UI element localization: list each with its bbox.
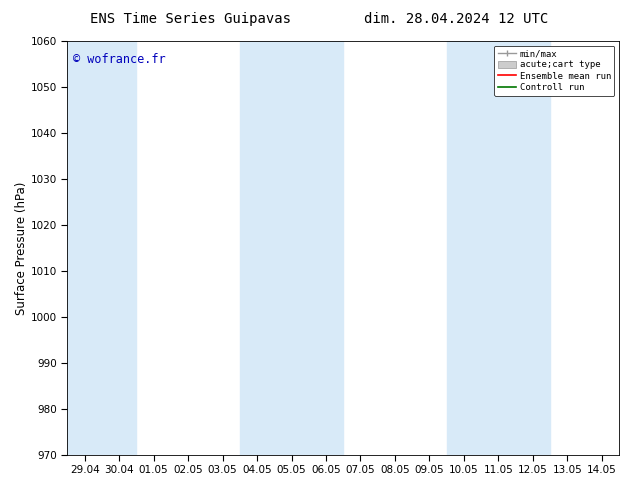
Bar xyxy=(67,41,136,455)
Legend: min/max, acute;cart type, Ensemble mean run, Controll run: min/max, acute;cart type, Ensemble mean … xyxy=(495,46,614,96)
Bar xyxy=(446,41,550,455)
Text: ENS Time Series Guipavas: ENS Time Series Guipavas xyxy=(89,12,291,26)
Bar xyxy=(240,41,343,455)
Text: dim. 28.04.2024 12 UTC: dim. 28.04.2024 12 UTC xyxy=(365,12,548,26)
Text: © wofrance.fr: © wofrance.fr xyxy=(73,53,165,67)
Y-axis label: Surface Pressure (hPa): Surface Pressure (hPa) xyxy=(15,181,28,315)
